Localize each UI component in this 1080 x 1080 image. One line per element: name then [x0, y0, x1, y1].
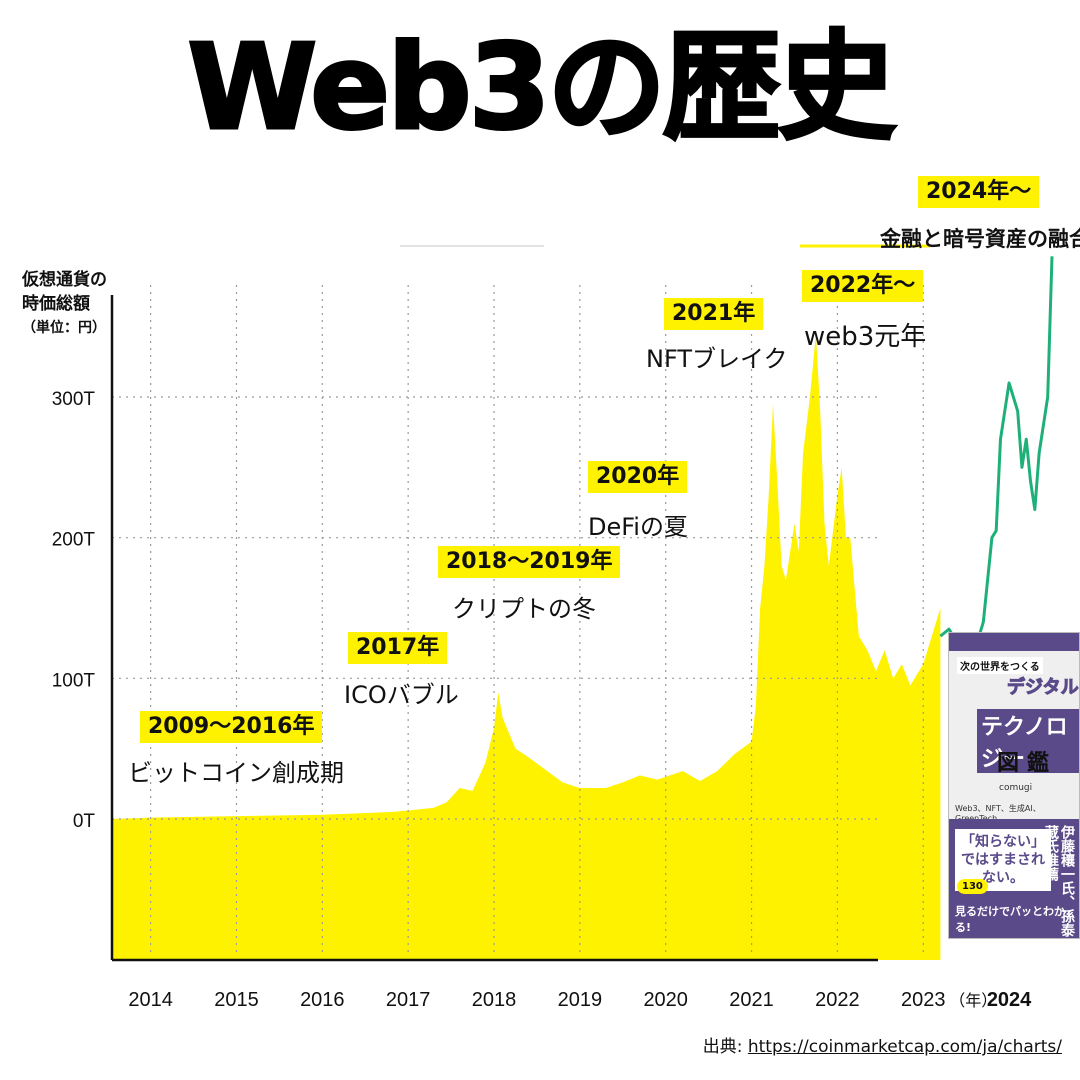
annotation-desc-2021: NFTブレイク [646, 345, 788, 373]
x-tick-label-2024: 2024 [987, 989, 1032, 1011]
annotation-period-2018-2019: 2018～2019年 [438, 546, 621, 578]
source-prefix: 出典: [702, 1037, 748, 1057]
annotation-period-2017: 2017年 [348, 632, 448, 664]
book-side-copy: 伊藤穰一氏、孫泰蔵氏推薦 [1043, 825, 1075, 937]
book-top-text: 次の世界をつくる [957, 657, 1043, 674]
book-title-line2: テクノロジー [977, 709, 1079, 773]
book-title-line1: デジタル [1007, 677, 1079, 699]
annotation-period-2021: 2021年 [664, 298, 764, 330]
x-tick-label-2019: 2019 [558, 989, 603, 1011]
annotation-desc-2018-2019: クリプトの冬 [452, 595, 596, 623]
x-tick-label-2020: 2020 [643, 989, 688, 1011]
annotation-period-2022: 2022年～ [802, 270, 924, 302]
x-tick-label-2015: 2015 [214, 989, 259, 1011]
y-axis-unit: （単位：円） [22, 320, 106, 336]
book-footer: 見るだけでパッとわかる! [955, 905, 1065, 934]
book-badge: 130 [957, 879, 988, 894]
x-tick-label-2023: 2023 [901, 989, 946, 1011]
y-tick-label-200T: 200T [52, 530, 96, 551]
annotation-desc-2024: 金融と暗号資産の融合 [880, 227, 1080, 251]
market-cap-line-2024 [939, 256, 1054, 652]
y-tick-label-300T: 300T [52, 389, 96, 410]
book-author: comugi [999, 783, 1033, 793]
book-cover-image: 次の世界をつくる デジタル テクノロジー 図鑑 comugi Web3、NFT、… [948, 632, 1080, 939]
market-cap-area [112, 333, 941, 960]
x-tick-label-2016: 2016 [300, 989, 345, 1011]
annotation-desc-2009-2016: ビットコイン創成期 [128, 759, 344, 787]
annotation-desc-2020: DeFiの夏 [588, 513, 688, 541]
annotation-desc-2022: web3元年 [804, 322, 927, 352]
annotation-period-2020: 2020年 [588, 461, 688, 493]
y-tick-label-100T: 100T [52, 670, 96, 691]
annotation-desc-2017: ICOバブル [344, 681, 459, 709]
x-axis-unit-label: （年） [949, 992, 997, 1010]
source-credit: 出典: https://coinmarketcap.com/ja/charts/ [703, 1032, 1062, 1057]
x-tick-label-2022: 2022 [815, 989, 860, 1011]
book-main-copy: 「知らない」ではすまされない。 [955, 829, 1051, 891]
x-tick-label-2021: 2021 [729, 989, 774, 1011]
y-axis-label-line1: 仮想通貨の [22, 270, 107, 290]
source-link[interactable]: https://coinmarketcap.com/ja/charts/ [747, 1037, 1062, 1057]
x-tick-label-2014: 2014 [128, 989, 173, 1011]
book-title-line3: 図鑑 [997, 751, 1058, 776]
annotation-period-2009-2016: 2009～2016年 [140, 711, 323, 743]
book-top-band [949, 633, 1079, 651]
y-tick-label-0T: 0T [73, 811, 96, 832]
x-tick-label-2018: 2018 [472, 989, 517, 1011]
y-axis-label: 仮想通貨の 時価総額 （単位：円） [22, 268, 107, 340]
annotation-period-2024: 2024年～ [918, 176, 1040, 208]
book-keywords: Web3、NFT、生成AI、GreenTech… [955, 804, 1041, 823]
y-axis-label-line2: 時価総額 [22, 294, 90, 314]
page-title: Web3の歴史 [186, 18, 898, 156]
x-tick-label-2017: 2017 [386, 989, 431, 1011]
